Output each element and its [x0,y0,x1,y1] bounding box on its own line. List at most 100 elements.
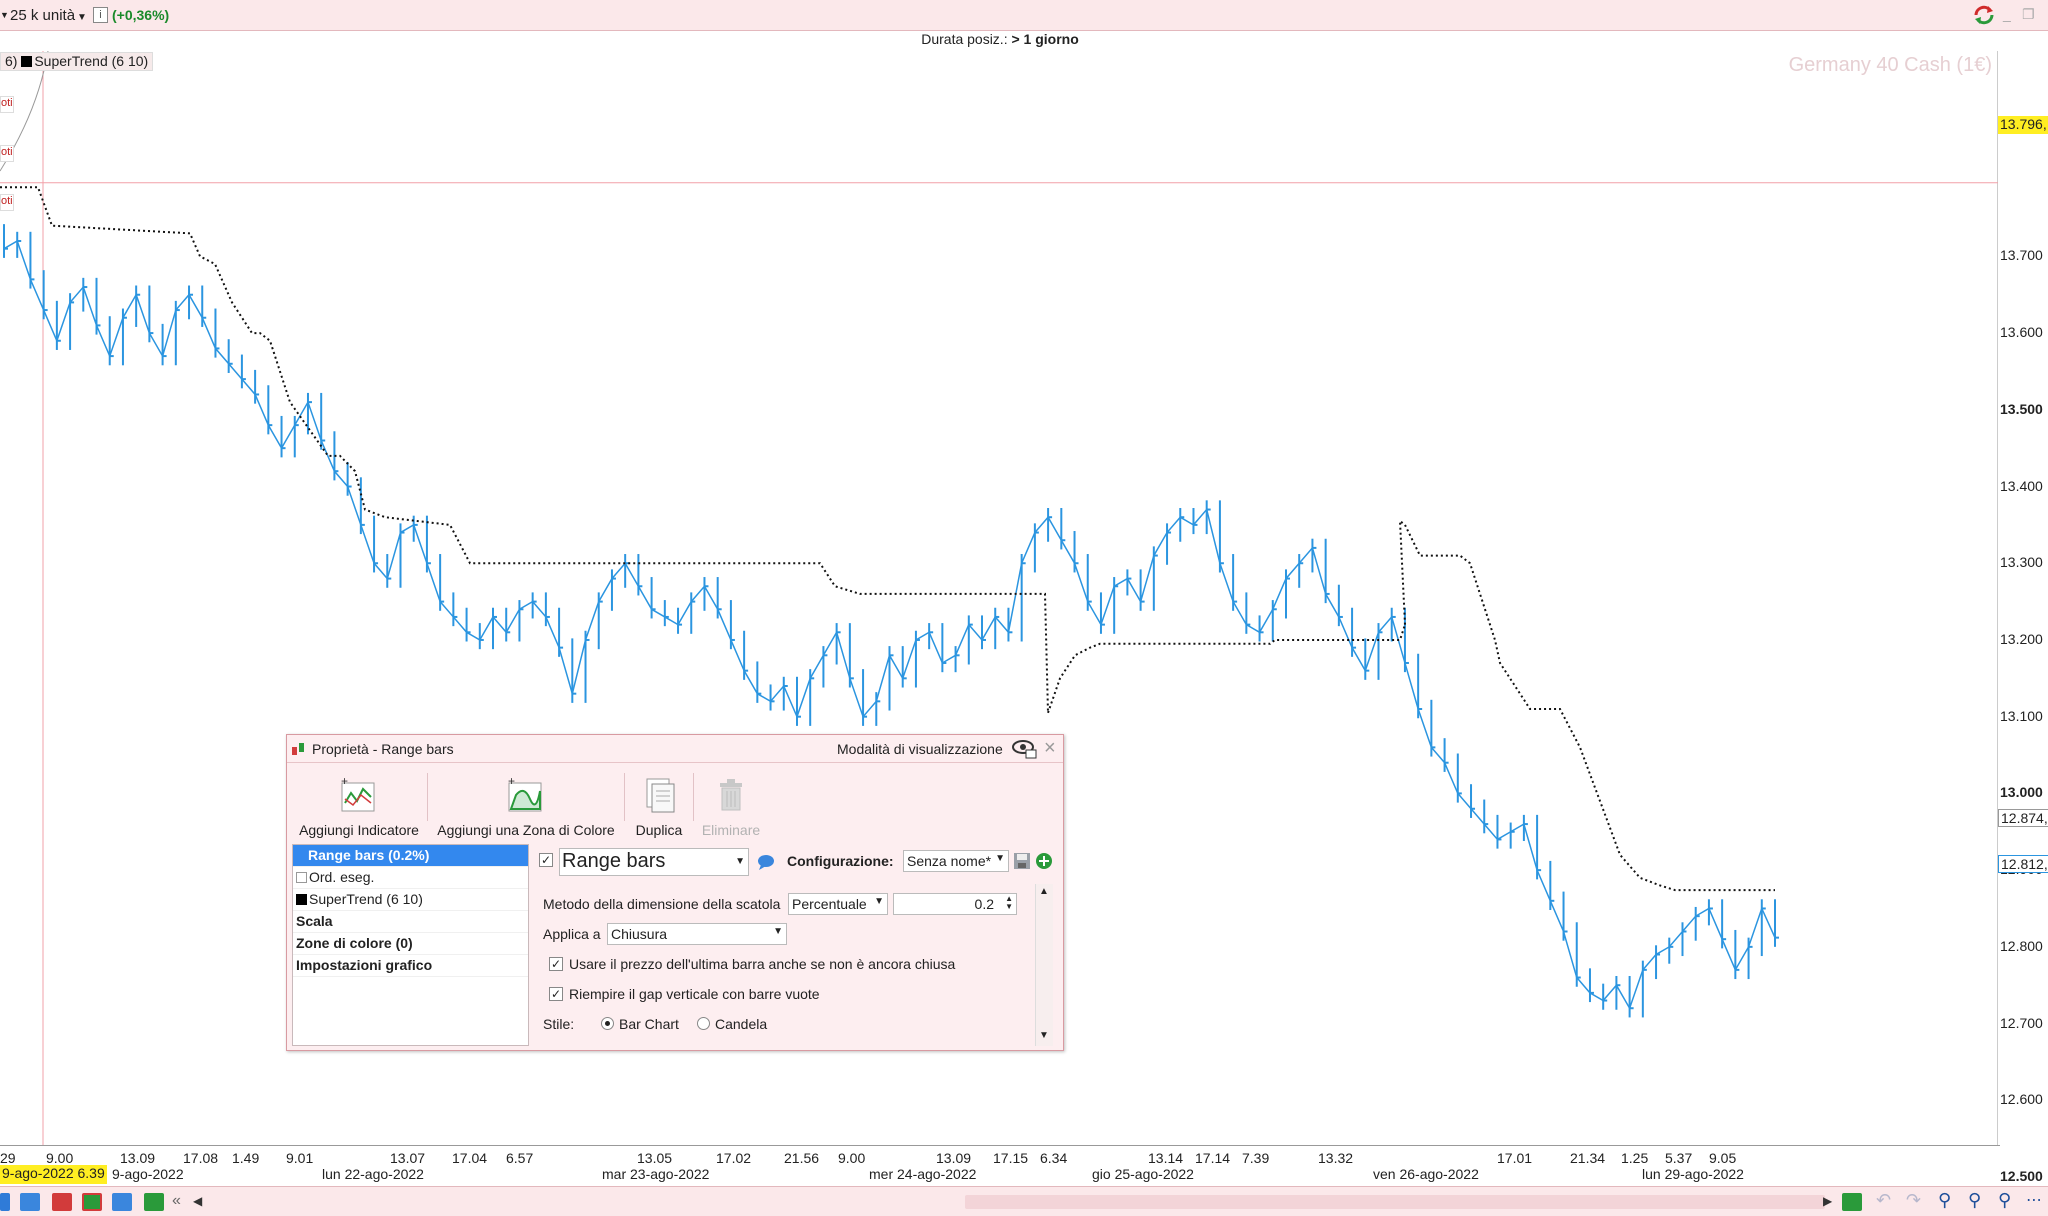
collapse-left-icon[interactable]: « [172,1192,181,1209]
time-scrollbar[interactable] [195,1195,1825,1209]
x-date-label: gio 25-ago-2022 [1092,1166,1194,1182]
y-tick-label: 12.700 [2000,1014,2043,1031]
indicator-tag[interactable]: 6) SuperTrend (6 10) [0,52,154,71]
supertrend-line [1398,518,1775,892]
stepper-arrows-icon[interactable]: ▲ ▼ [1005,894,1013,911]
add-indicator-button[interactable]: + Aggiungi Indicatore [295,774,423,838]
list-item-color-zones[interactable]: Zone di colore (0) [293,933,528,955]
more-icon[interactable]: ⋯ [2026,1192,2042,1209]
zoom-out-icon[interactable]: ⚲ [1968,1190,1982,1210]
save-icon[interactable] [1013,852,1031,870]
add-indicator-icon: + [341,774,375,812]
apply-to-select[interactable]: Chiusura ▼ [607,923,787,945]
duplicate-button[interactable]: Duplica [629,775,689,838]
list-item-orders[interactable]: Ord. eseg. [293,867,528,889]
position-duration-value: > 1 giorno [1011,31,1079,47]
document-icon[interactable] [52,1193,72,1211]
green-arrow-icon[interactable] [1842,1193,1862,1211]
toolbar-divider [693,773,694,821]
scroll-down-icon[interactable]: ▼ [1039,1030,1049,1041]
cursor-date-badge: 9-ago-2022 6.39 [0,1165,107,1184]
close-icon[interactable]: × [1044,737,1056,759]
order-label[interactable]: oti [0,145,14,162]
configuration-select[interactable]: Senza nome* ▼ [903,850,1009,872]
list-item-scale[interactable]: Scala [293,911,528,933]
scroll-left-icon[interactable]: ◀ [193,1194,203,1208]
x-tick-label: 9.01 [286,1150,314,1166]
eye-icon[interactable] [1012,739,1038,759]
chart-svg[interactable] [0,51,1998,1145]
svg-text:+: + [508,775,515,788]
minimize-icon[interactable]: _ [2003,6,2011,22]
box-method-label: Metodo della dimensione della scatola [543,896,781,912]
x-tick-label: 13.14 [1148,1150,1184,1166]
x-tick-label: 17.04 [452,1150,488,1166]
box-method-select[interactable]: Percentuale ▼ [788,893,888,915]
y-tick-label: 12.800 [2000,937,2043,954]
scroll-right-icon[interactable]: ▶ [1823,1194,1833,1208]
display-mode-label[interactable]: Modalità di visualizzazione [837,741,1003,757]
chevron-down-icon: ▼ [773,926,783,937]
delete-button[interactable]: Eliminare [697,775,765,838]
chart-window-icon[interactable] [112,1193,132,1211]
info-icon[interactable]: i [93,7,108,23]
price-badge-last: 12.812, [1998,855,2048,873]
time-axis[interactable]: 29 9.00 13.09 17.08 1.49 9.01 13.07 17.04 6.57 13… [0,1145,2000,1185]
price-chart[interactable] [0,51,1998,1145]
y-tick-label: 13.700 [2000,247,2043,264]
x-tick-label: 17.14 [1195,1150,1231,1166]
order-label[interactable]: oti [0,194,14,211]
indicator-tag-prefix: 6) [5,53,18,69]
y-tick-label: 13.500 [2000,400,2043,417]
toolbar-divider [624,773,625,821]
restore-icon[interactable]: ❐ [2022,6,2035,22]
zoom-in-icon[interactable]: ⚲ [1998,1190,2012,1210]
share-icon[interactable] [0,1193,10,1211]
list-item-label: Ord. eseg. [309,869,375,885]
supertrend-line [1047,624,1406,714]
chevron-down-icon: ▼ [874,896,884,907]
order-label[interactable]: oti [0,96,14,113]
add-color-zone-button[interactable]: + Aggiungi una Zona di Colore [432,774,620,838]
chevron-down-icon: ▼ [77,12,87,23]
chat-icon[interactable] [20,1193,40,1211]
x-tick-label: 13.05 [637,1150,673,1166]
x-tick-label: 13.32 [1318,1150,1354,1166]
position-duration: Durata posiz.: > 1 giorno [0,31,2000,51]
sync-icon[interactable] [1973,5,1995,25]
duplicate-label: Duplica [635,822,683,838]
zoom-fit-icon[interactable]: ⚲ [1938,1190,1952,1210]
dialog-titlebar[interactable]: Proprietà - Range bars Modalità di visua… [287,735,1063,763]
visible-checkbox[interactable]: ✓ [539,853,553,867]
add-color-zone-icon: + [508,774,542,812]
ladder-icon[interactable] [82,1193,102,1211]
panel-scrollbar[interactable]: ▲ ▼ [1035,884,1053,1046]
style-bar-radio[interactable] [601,1017,614,1030]
list-item-supertrend[interactable]: SuperTrend (6 10) [293,889,528,911]
x-tick-label: 17.15 [993,1150,1029,1166]
quantity-selector[interactable]: 25 k unità ▼ [10,7,87,24]
chart-type-select[interactable]: Range bars ▼ [559,848,749,876]
list-item-chart-settings[interactable]: Impostazioni grafico [293,955,528,977]
supertrend-line [0,186,1049,713]
style-bar-label: Bar Chart [619,1016,679,1032]
x-date-label: 9-ago-2022 [112,1166,184,1182]
scrollbar-thumb[interactable] [965,1195,1825,1209]
toolbar-divider [427,773,428,821]
price-badge-top: 13.796, [1998,116,2048,134]
box-size-stepper[interactable]: 0.2 ▲ ▼ [893,893,1017,915]
add-icon[interactable] [1035,852,1053,870]
tools-icon[interactable] [144,1193,164,1211]
use-last-bar-checkbox[interactable]: ✓ [549,957,563,971]
chevron-down-icon[interactable]: ▼ [0,10,9,20]
checkbox[interactable] [296,872,307,883]
list-item-range-bars[interactable]: Range bars (0.2%) [293,845,528,867]
top-toolbar: ▼ 25 k unità ▼ i (+0,36%) _ ❐ [0,0,2048,31]
undo-icon[interactable]: ↶ [1876,1190,1892,1210]
fill-gap-checkbox[interactable]: ✓ [549,987,563,1001]
style-candle-radio[interactable] [697,1017,710,1030]
redo-icon[interactable]: ↷ [1906,1190,1922,1210]
scroll-up-icon[interactable]: ▲ [1039,886,1049,897]
comment-icon[interactable] [757,854,775,870]
style-label: Stile: [543,1016,575,1032]
